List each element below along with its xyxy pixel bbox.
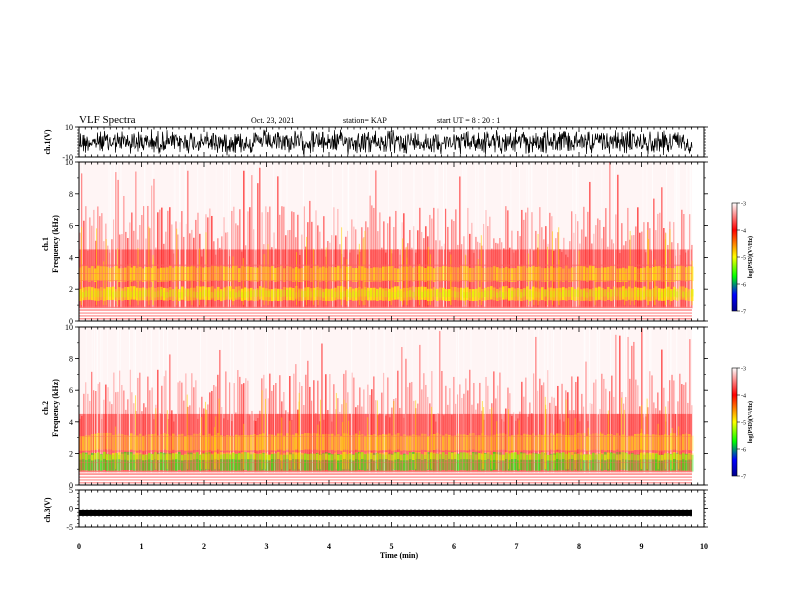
x-tick-label: 3 xyxy=(265,542,269,551)
x-tick-label: 2 xyxy=(202,542,206,551)
x-tick-label: 0 xyxy=(77,542,81,551)
spectrogram-ch2-ytick-label: 6 xyxy=(69,386,73,395)
waveform-ch1-ytick-label: -10 xyxy=(62,153,73,162)
waveform-ch3-ytick-label: 0 xyxy=(69,505,73,514)
x-tick-label: 9 xyxy=(640,542,644,551)
x-tick-label: 4 xyxy=(327,542,331,551)
start-time-label: start UT = 8 : 20 : 1 xyxy=(437,116,500,125)
x-tick-label: 8 xyxy=(577,542,581,551)
x-tick-label: 7 xyxy=(515,542,519,551)
x-tick-label: 5 xyxy=(390,542,394,551)
station-label: station= KAP xyxy=(343,116,387,125)
waveform-ch3-ytick-label: 5 xyxy=(69,486,73,495)
spectrogram-ch1-ytick-label: 10 xyxy=(65,158,73,167)
spectrogram-ch2-ytick-label: 8 xyxy=(69,355,73,364)
figure-title: VLF Spectra xyxy=(79,114,136,126)
colorbar-tick-label: -5 xyxy=(741,256,746,262)
waveform-ch3-trace xyxy=(79,509,692,516)
waveform-ch1-ytick-label: 10 xyxy=(65,123,73,132)
spectrogram-ch1-ytick-label: 8 xyxy=(69,190,73,199)
colorbar-label: log(PSD)(V²/Hz) xyxy=(747,401,754,443)
colorbar-gradient xyxy=(731,367,738,477)
spectrogram-ch2-panel: 10 8 6 4 2 0 xyxy=(65,323,708,490)
ylabel-ch3-wave: ch.3(V) xyxy=(43,497,52,522)
colorbar-label: log(PSD)(V²/Hz) xyxy=(747,236,754,278)
colorbar-tick-label: -6 xyxy=(741,448,746,454)
date-label: Oct. 23, 2021 xyxy=(251,116,295,125)
colorbar-ch2: -3 -4 -5 -6 -7 log(PSD)(V²/Hz) xyxy=(731,367,754,481)
colorbar-tick-label: -7 xyxy=(741,475,746,481)
spectrogram-ch1-panel: 10 8 6 4 2 0 xyxy=(65,158,708,326)
ylabel-ch2-spec-line2: Frequency (kHz) xyxy=(51,379,60,437)
ylabel-ch1-spec-line2: Frequency (kHz) xyxy=(51,215,60,273)
spectrogram-ch1-ytick-label: 6 xyxy=(69,222,73,231)
colorbar-ch1: -3 -4 -5 -6 -7 log(PSD)(V²/Hz) xyxy=(731,202,754,316)
waveform-ch3-panel: 5 0 -5 0 1 2 3 4 5 6 7 8 9 10 xyxy=(66,486,708,551)
spectrogram-ch2-ytick-label: 0 xyxy=(69,481,73,490)
waveform-ch3-ytick-label: -5 xyxy=(66,523,73,532)
ylabel-ch1-wave: ch.1(V) xyxy=(43,129,52,154)
spectrogram-ch1-ytick-label: 4 xyxy=(69,253,73,262)
waveform-ch3-frame xyxy=(78,489,705,528)
waveform-ch1-trace xyxy=(78,129,693,157)
colorbar-tick-label: -7 xyxy=(741,310,746,316)
colorbar-tick-label: -4 xyxy=(741,229,746,235)
colorbar-tick-label: -5 xyxy=(741,421,746,427)
x-tick-label: 1 xyxy=(140,542,144,551)
x-tick-label: 6 xyxy=(452,542,456,551)
x-tick-label: 10 xyxy=(700,542,708,551)
spectrogram-ch2-ytick-label: 4 xyxy=(69,418,73,427)
spectrogram-ch2-ytick-label: 2 xyxy=(69,449,73,458)
colorbar-tick-label: -6 xyxy=(741,283,746,289)
spectrogram-ch2-ytick-label: 10 xyxy=(65,323,73,332)
colorbar-tick-label: -4 xyxy=(741,394,746,400)
waveform-ch1-panel: 10 -10 xyxy=(62,123,708,162)
spectrogram-ch1-ytick-label: 2 xyxy=(69,285,73,294)
spectrogram-ch1-ytick-label: 0 xyxy=(69,317,73,326)
ylabel-ch1-spec-line1: ch.1 xyxy=(41,237,50,251)
colorbar-tick-label: -3 xyxy=(741,202,746,208)
x-axis-label: Time (min) xyxy=(380,551,419,560)
colorbar-tick-label: -3 xyxy=(741,367,746,373)
colorbar-gradient xyxy=(731,202,738,312)
ylabel-ch2-spec-line1: ch.2 xyxy=(41,401,50,415)
